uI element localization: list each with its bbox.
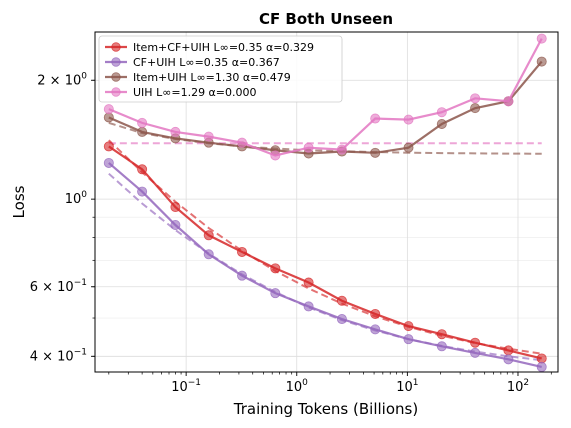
data-point [536, 56, 547, 67]
data-point [336, 314, 347, 325]
x-axis-ticks: 10−1 100 101 102 [108, 372, 552, 395]
data-point [203, 131, 214, 142]
data-point [470, 337, 481, 348]
series-line [108, 162, 542, 368]
fit-curves [108, 121, 542, 362]
y-axis-ticks: 4 × 10−1 6 × 10−1 100 2 × 100 [30, 71, 95, 364]
data-point [137, 117, 148, 128]
legend-swatch-marker [111, 42, 121, 52]
x-tick-label: 102 [507, 378, 529, 395]
y-tick-label: 100 [65, 190, 88, 207]
plot-frame [94, 31, 559, 373]
data-point [137, 164, 148, 175]
series-line [108, 60, 543, 155]
x-tick-label: 100 [286, 378, 309, 395]
data-point [137, 186, 148, 197]
data-point [536, 33, 547, 44]
data-point [436, 329, 447, 340]
data-point [270, 263, 281, 274]
data-point [203, 249, 214, 260]
data-point [403, 142, 414, 153]
data-point [170, 220, 181, 231]
data-point [237, 137, 248, 148]
x-tick-label: 10−1 [171, 378, 201, 395]
data-point [370, 113, 381, 124]
data-point [436, 118, 447, 129]
data-point [436, 341, 447, 352]
y-tick-label: 6 × 10−1 [30, 278, 87, 295]
data-series [103, 33, 547, 372]
legend-entry-label: Item+UIH L∞=1.30 α=0.479 [133, 71, 291, 84]
x-tick-label: 101 [396, 378, 418, 395]
data-point [470, 93, 481, 104]
legend-swatch-marker [111, 72, 121, 82]
legend-swatch-marker [111, 57, 121, 67]
legend: Item+CF+UIH L∞=0.35 α=0.329 CF+UIH L∞=0.3… [98, 35, 343, 103]
y-axis-label: Loss [10, 185, 28, 218]
legend-entry-label: Item+CF+UIH L∞=0.35 α=0.329 [133, 41, 314, 54]
data-point [336, 295, 347, 306]
data-point [403, 334, 414, 345]
y-tick-label: 2 × 100 [37, 71, 87, 88]
data-point [270, 288, 281, 299]
data-point [237, 270, 248, 281]
fit-line [108, 172, 542, 362]
data-point [503, 345, 514, 356]
legend-entry-label: UIH L∞=1.29 α=0.000 [133, 86, 257, 99]
chart-title: CF Both Unseen [259, 10, 393, 28]
data-point [403, 114, 414, 125]
fit-line [108, 139, 542, 355]
data-point [403, 321, 414, 332]
data-point [170, 202, 181, 213]
data-point [436, 107, 447, 118]
data-point [370, 147, 381, 158]
data-point [370, 308, 381, 319]
legend-box [98, 35, 343, 103]
legend-entry-label: CF+UIH L∞=0.35 α=0.367 [133, 56, 280, 69]
data-point [470, 347, 481, 358]
data-point [536, 353, 547, 364]
data-point [503, 354, 514, 365]
data-point [303, 142, 314, 153]
data-point [103, 104, 114, 115]
data-point [270, 150, 281, 161]
data-point [237, 246, 248, 257]
data-point [103, 112, 114, 123]
data-point [370, 324, 381, 335]
series-line [108, 145, 542, 360]
data-point [170, 126, 181, 137]
data-point [203, 230, 214, 241]
minor-gridlines [95, 79, 558, 357]
data-point [303, 277, 314, 288]
data-point [103, 157, 114, 168]
data-point [536, 361, 547, 372]
data-point [470, 103, 481, 114]
data-point [336, 144, 347, 155]
data-point [503, 96, 514, 107]
fit-line [108, 121, 542, 155]
series-line [108, 38, 543, 157]
x-axis-label: Training Tokens (Billions) [233, 400, 418, 418]
data-point [303, 301, 314, 312]
legend-swatch-marker [111, 87, 121, 97]
y-tick-label: 4 × 10−1 [30, 347, 87, 364]
data-point [103, 141, 114, 152]
data-point [137, 126, 148, 137]
